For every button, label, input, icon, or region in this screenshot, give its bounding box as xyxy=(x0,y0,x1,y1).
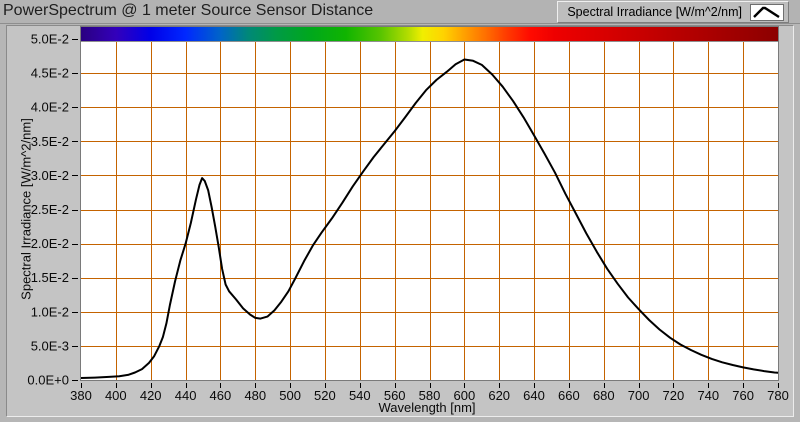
x-tick-label: 700 xyxy=(628,388,650,403)
x-tick-label: 660 xyxy=(558,388,580,403)
axis-ticks xyxy=(72,39,779,388)
x-tick-label: 720 xyxy=(663,388,685,403)
y-tick-label: 3.0E-2 xyxy=(31,168,69,183)
x-tick-label: 420 xyxy=(140,388,162,403)
x-tick-label: 540 xyxy=(349,388,371,403)
x-tick-label: 780 xyxy=(767,388,789,403)
x-tick-label: 500 xyxy=(279,388,301,403)
x-axis-title: Wavelength [nm] xyxy=(378,400,476,415)
y-tick-label: 0.0E+0 xyxy=(27,373,69,388)
y-axis-title: Spectral Irradiance [W/m^2/nm] xyxy=(18,118,34,300)
y-tick-label: 5.0E-3 xyxy=(31,338,69,353)
y-tick-label: 5.0E-2 xyxy=(31,32,69,47)
x-tick-label: 400 xyxy=(105,388,127,403)
y-tick-label: 3.5E-2 xyxy=(31,134,69,149)
x-tick-label: 440 xyxy=(175,388,197,403)
x-tick-label: 760 xyxy=(732,388,754,403)
y-tick-label: 4.0E-2 xyxy=(31,100,69,115)
x-tick-label: 560 xyxy=(384,388,406,403)
x-tick-label: 460 xyxy=(210,388,232,403)
x-tick-label: 740 xyxy=(697,388,719,403)
spectrum-color-bar xyxy=(81,27,778,41)
x-tick-label: 620 xyxy=(488,388,510,403)
y-tick-label: 1.5E-2 xyxy=(31,270,69,285)
plot-border xyxy=(80,26,779,381)
spectral-irradiance-curve xyxy=(80,58,779,379)
y-tick-label: 2.5E-2 xyxy=(31,202,69,217)
y-tick-label: 2.0E-2 xyxy=(31,236,69,251)
x-tick-label: 600 xyxy=(454,388,476,403)
x-tick-label: 680 xyxy=(593,388,615,403)
legend-label: Spectral Irradiance [W/m^2/nm] xyxy=(567,5,742,19)
x-tick-label: 640 xyxy=(523,388,545,403)
y-tick-label: 1.0E-2 xyxy=(31,304,69,319)
plot-legend[interactable]: Spectral Irradiance [W/m^2/nm] xyxy=(557,1,789,23)
x-tick-label: 580 xyxy=(419,388,441,403)
curve-peak-icon[interactable] xyxy=(750,3,784,21)
gridlines xyxy=(81,41,778,380)
page-title: PowerSpectrum @ 1 meter Source Sensor Di… xyxy=(3,2,374,19)
x-tick-label: 480 xyxy=(244,388,266,403)
x-tick-label: 380 xyxy=(70,388,92,403)
y-tick-label: 4.5E-2 xyxy=(31,66,69,81)
x-tick-label: 520 xyxy=(314,388,336,403)
